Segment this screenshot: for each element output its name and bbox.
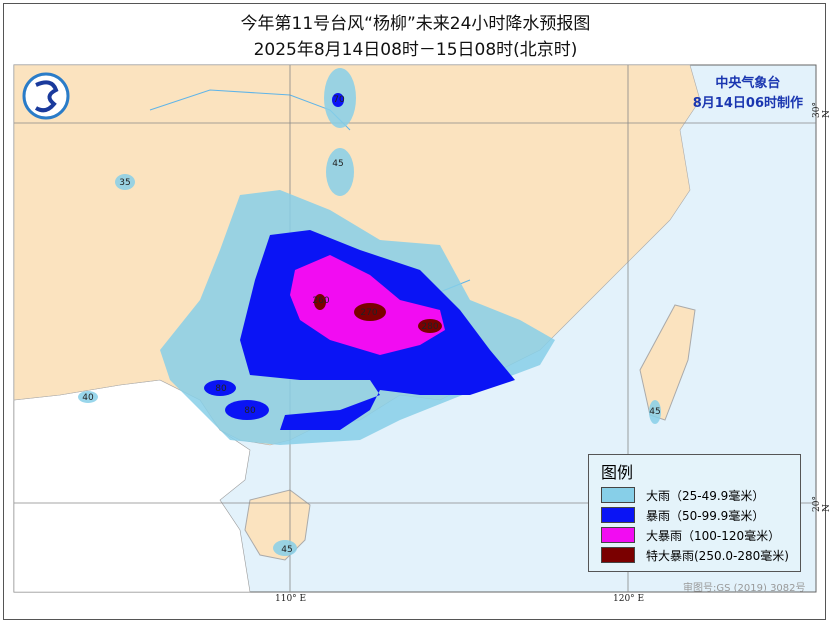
issuer: 中央气象台 8月14日06时制作	[693, 74, 803, 114]
legend-item: 大雨（25-49.9毫米）	[601, 485, 800, 505]
legend-item: 大暴雨（100-120毫米）	[601, 525, 800, 545]
taiwan-island	[639, 304, 696, 421]
value-label: 70	[333, 95, 345, 105]
legend-label: 暴雨（50-99.9毫米）	[646, 508, 765, 523]
value-label: 45	[649, 407, 660, 417]
legend-swatch	[601, 487, 635, 503]
legend-item: 暴雨（50-99.9毫米）	[601, 505, 800, 525]
issue-time: 8月14日06时制作	[692, 96, 803, 111]
value-label: 280	[421, 322, 438, 332]
figure-border	[3, 3, 826, 620]
value-label: 270	[360, 308, 377, 318]
lat-label-20: 20° N	[812, 496, 831, 512]
lon-label-110: 110° E	[275, 594, 307, 604]
value-label: 45	[332, 159, 343, 169]
lat-label-30: 30° N	[812, 102, 831, 118]
value-labels: 70 45 35 260 270 280 80 80 40 45 45	[82, 95, 660, 555]
value-label: 45	[281, 545, 292, 555]
legend: 图例 大雨（25-49.9毫米） 暴雨（50-99.9毫米） 大暴雨（100-1…	[588, 454, 801, 572]
cma-logo-icon	[22, 72, 70, 120]
value-label: 80	[244, 406, 256, 416]
legend-title: 图例	[601, 463, 634, 482]
legend-item: 特大暴雨(250.0-280毫米)	[601, 545, 800, 565]
value-label: 260	[312, 296, 329, 306]
map-title: 今年第11号台风“杨柳”未来24小时降水预报图	[240, 14, 591, 34]
legend-swatch	[601, 507, 635, 523]
legend-swatch	[601, 527, 635, 543]
legend-label: 大雨（25-49.9毫米）	[646, 488, 765, 503]
legend-label: 大暴雨（100-120毫米）	[646, 528, 781, 543]
map-approval-number: 审图号:GS (2019) 3082号	[683, 583, 806, 594]
map-subtitle: 2025年8月14日08时－15日08时(北京时)	[253, 40, 578, 60]
value-label: 40	[82, 393, 94, 403]
rain-extreme	[314, 294, 442, 333]
legend-swatch	[601, 547, 635, 563]
legend-label: 特大暴雨(250.0-280毫米)	[646, 548, 789, 563]
lon-label-120: 120° E	[613, 594, 645, 604]
value-label: 35	[119, 178, 130, 188]
value-label: 80	[215, 384, 227, 394]
organization-name: 中央气象台	[715, 76, 781, 91]
